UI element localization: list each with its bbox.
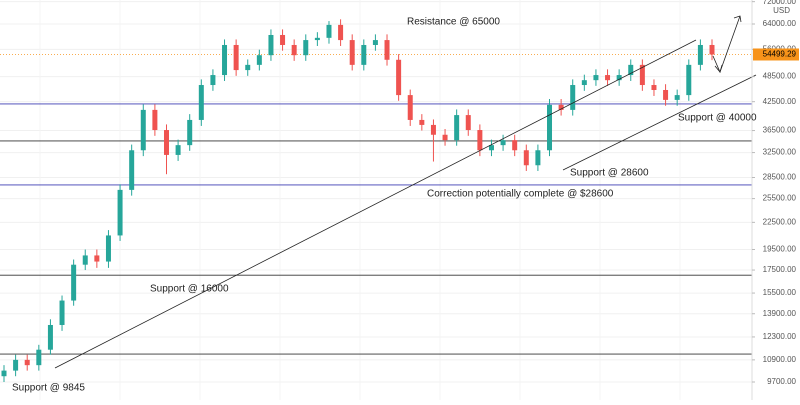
candle-body	[488, 145, 494, 151]
candle-body	[477, 130, 483, 151]
candle-body	[674, 95, 680, 100]
y-tick-label: 25500.00	[763, 194, 797, 203]
candle-body	[326, 24, 332, 38]
y-tick-label: 13900.00	[763, 309, 797, 318]
candle-body	[245, 64, 251, 71]
candle-body	[570, 85, 576, 110]
annotation: Support @ 9845	[12, 383, 85, 394]
candle-body	[175, 145, 181, 155]
candle-body	[59, 300, 65, 325]
candle-body	[419, 119, 425, 125]
candle-body	[105, 235, 111, 262]
y-tick-label: 28500.00	[763, 173, 797, 182]
candle-body	[280, 34, 286, 45]
candle-body	[117, 189, 123, 236]
candle-body	[465, 115, 471, 131]
candle-body	[651, 85, 657, 90]
y-tick-label: 22500.00	[763, 217, 797, 226]
y-axis: USD 72000.0064000.0056000.0048500.004250…	[751, 0, 799, 400]
candle-body	[628, 64, 634, 76]
candle-body	[338, 24, 344, 41]
candle-body	[512, 140, 518, 151]
candle-body	[129, 150, 135, 190]
candle-body	[291, 44, 297, 56]
y-tick-label: 32500.00	[763, 148, 797, 157]
annotations: Resistance @ 65000 Support @ 40000 Support…	[12, 17, 757, 394]
annotation: Resistance @ 65000	[407, 17, 500, 28]
y-tick-label: 36500.00	[763, 126, 797, 135]
y-tick-label: 17500.00	[763, 265, 797, 274]
arrow-head	[714, 64, 723, 73]
candle-body	[686, 64, 692, 96]
candle-body	[1, 370, 7, 377]
arrow-head	[733, 15, 742, 23]
grid	[0, 0, 752, 400]
trend-lines	[54, 15, 757, 369]
y-tick-label: 48500.00	[763, 72, 797, 81]
candle-body	[709, 44, 715, 55]
y-tick-label: 42500.00	[763, 97, 797, 106]
candle-body	[361, 44, 367, 65]
candle-body	[593, 75, 599, 81]
candle-body	[558, 104, 564, 110]
candle-body	[24, 359, 30, 366]
candles	[1, 19, 715, 382]
last-price-box	[753, 48, 799, 61]
candle-body	[71, 264, 77, 301]
candle-body	[384, 40, 390, 60]
candle-body	[198, 85, 204, 120]
candle-body	[663, 89, 669, 100]
axis-unit: USD	[773, 6, 790, 15]
y-tick-label: 64000.00	[763, 19, 797, 28]
candle-body	[430, 124, 436, 135]
annotation: Correction potentially complete @ $28600	[427, 189, 614, 200]
candle-body	[581, 80, 587, 86]
candle-body	[396, 59, 402, 96]
y-tick-label: 10900.00	[763, 355, 797, 364]
trend-line	[54, 39, 697, 369]
candle-body	[349, 40, 355, 65]
candle-body	[407, 95, 413, 120]
candle-body	[82, 255, 88, 265]
y-tick-label: 19500.00	[763, 245, 797, 254]
y-tick-label: 12300.00	[763, 332, 797, 341]
candle-body	[268, 34, 274, 56]
candle-body	[36, 349, 42, 366]
candle-body	[697, 44, 703, 65]
candle-body	[605, 75, 611, 81]
y-tick-label: 15500.00	[763, 288, 797, 297]
last-price-label: 54499.29	[763, 50, 797, 59]
candle-body	[314, 37, 320, 41]
annotation: Support @ 40000	[678, 113, 757, 124]
candle-body	[616, 75, 622, 81]
candle-body	[256, 55, 262, 65]
candle-body	[547, 104, 553, 151]
candle-body	[163, 130, 169, 155]
candle-body	[152, 109, 158, 131]
candle-body	[523, 150, 529, 166]
annotation: Support @ 16000	[150, 284, 229, 295]
candle-body	[47, 324, 53, 350]
candle-body	[442, 134, 448, 141]
y-tick-label: 72000.00	[763, 0, 797, 6]
candle-body	[13, 359, 19, 371]
candle-body	[372, 40, 378, 45]
candle-body	[210, 75, 216, 86]
candle-body	[233, 44, 239, 71]
y-tick-label: 9700.00	[767, 377, 796, 386]
candle-body	[140, 109, 146, 151]
candle-body	[222, 44, 228, 76]
levels	[0, 54, 752, 355]
candle-body	[535, 150, 541, 166]
candle-body	[639, 64, 645, 86]
candle-body	[94, 255, 100, 262]
candle-body	[500, 140, 506, 146]
candle-body	[187, 119, 193, 146]
annotation: Support @ 28600	[570, 168, 649, 179]
trend-line	[562, 74, 757, 171]
candle-body	[454, 115, 460, 141]
candle-body	[303, 40, 309, 56]
